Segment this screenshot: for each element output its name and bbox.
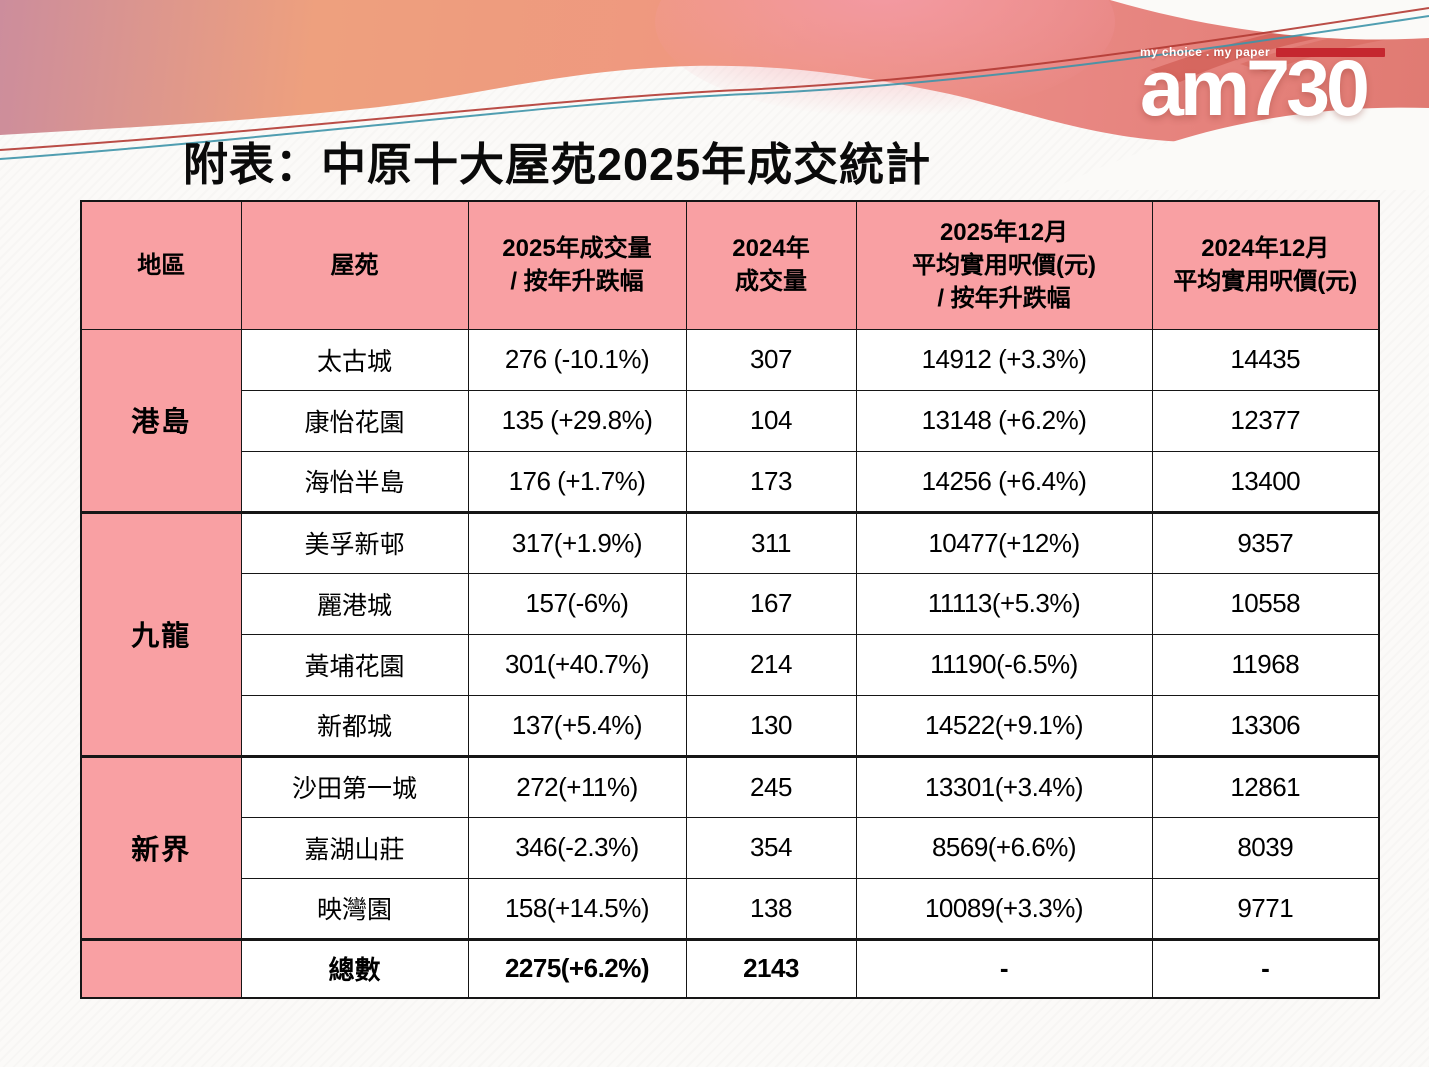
psf-2025-cell: 14522(+9.1%): [855, 694, 1153, 757]
vol-2025-cell: 158(+14.5%): [467, 877, 687, 940]
vol-2024-cell: 130: [685, 694, 857, 757]
vol-2024-cell: 307: [685, 328, 857, 391]
logo-brand-text: am730: [1140, 43, 1370, 132]
psf-2025-cell: 10089(+3.3%): [855, 877, 1153, 940]
vol-2024-cell: 138: [685, 877, 857, 940]
table-row: 新界 沙田第一城 272(+11%) 245 13301(+3.4%) 1286…: [80, 754, 1380, 940]
vol-2025-cell: 137(+5.4%): [467, 694, 687, 757]
psf-2025-cell: 11113(+5.3%): [855, 572, 1153, 635]
table-row: 九龍 美孚新邨 317(+1.9%) 311 10477(+12%) 9357: [80, 510, 1380, 757]
psf-2025-cell: 10477(+12%): [855, 510, 1153, 574]
psf-2024-cell: 11968: [1151, 633, 1380, 696]
table-row: 康怡花園 135 (+29.8%) 104 13148 (+6.2%) 1237…: [81, 389, 1380, 452]
vol-2025-cell: 176 (+1.7%): [467, 450, 687, 513]
psf-2024-cell: 9771: [1151, 877, 1380, 940]
psf-2025-cell: 13148 (+6.2%): [855, 389, 1153, 452]
vol-2024-cell: 214: [685, 633, 857, 696]
table-row: 新都城 137(+5.4%) 130 14522(+9.1%) 13306: [81, 694, 1380, 757]
region-cell-empty: [80, 937, 242, 999]
logo-red-strip: [1276, 47, 1385, 57]
psf-2024-cell: 12861: [1151, 754, 1380, 818]
estate-cell: 沙田第一城: [240, 754, 469, 818]
stats-table: 地區 屋苑 2025年成交量 / 按年升跌幅 2024年 成交量 2025年12…: [80, 200, 1380, 999]
table-row: 映灣園 158(+14.5%) 138 10089(+3.3%) 9771: [81, 877, 1380, 940]
region-cell: 九龍: [80, 510, 242, 757]
col-header-psf-2024: 2024年12月 平均實用呎價(元): [1151, 200, 1380, 330]
estate-cell: 黃埔花園: [240, 633, 469, 696]
estate-cell: 太古城: [240, 328, 469, 391]
estate-cell: 麗港城: [240, 572, 469, 635]
vol-2024-cell: 104: [685, 389, 857, 452]
table-row: 港島 太古城 276 (-10.1%) 307 14912 (+3.3%) 14…: [80, 328, 1380, 513]
vol-2025-cell: 301(+40.7%): [467, 633, 687, 696]
am730-logo: my choice . my paper am730: [1140, 43, 1385, 132]
total-vol-2024-cell: 2143: [685, 937, 857, 999]
psf-2024-cell: 12377: [1151, 389, 1380, 452]
header-row: 地區 屋苑 2025年成交量 / 按年升跌幅 2024年 成交量 2025年12…: [80, 200, 1380, 330]
col-header-vol-2025: 2025年成交量 / 按年升跌幅: [467, 200, 687, 330]
psf-2024-cell: 13306: [1151, 694, 1380, 757]
region-cell: 港島: [80, 328, 242, 513]
vol-2024-cell: 167: [685, 572, 857, 635]
total-label-cell: 總數: [240, 937, 469, 999]
table-row: 麗港城 157(-6%) 167 11113(+5.3%) 10558: [81, 572, 1380, 635]
table-row: 嘉湖山莊 346(-2.3%) 354 8569(+6.6%) 8039: [81, 816, 1380, 879]
table-row: 黃埔花園 301(+40.7%) 214 11190(-6.5%) 11968: [81, 633, 1380, 696]
total-psf-2024-cell: -: [1151, 937, 1380, 999]
psf-2025-cell: 11190(-6.5%): [855, 633, 1153, 696]
estate-cell: 美孚新邨: [240, 510, 469, 574]
page-title: 附表：中原十大屋苑2025年成交統計: [183, 139, 932, 190]
header-wave-decoration: [0, 0, 1429, 190]
estate-cell: 海怡半島: [240, 450, 469, 513]
vol-2024-cell: 311: [685, 510, 857, 574]
vol-2025-cell: 276 (-10.1%): [467, 328, 687, 391]
vol-2025-cell: 135 (+29.8%): [467, 389, 687, 452]
table-row: 海怡半島 176 (+1.7%) 173 14256 (+6.4%) 13400: [81, 450, 1380, 513]
vol-2024-cell: 173: [685, 450, 857, 513]
psf-2024-cell: 9357: [1151, 510, 1380, 574]
total-psf-2025-cell: -: [855, 937, 1153, 999]
vol-2025-cell: 157(-6%): [467, 572, 687, 635]
col-header-vol-2024: 2024年 成交量: [685, 200, 857, 330]
psf-2024-cell: 14435: [1151, 328, 1380, 391]
logo-tagline: my choice . my paper: [1140, 45, 1271, 59]
estate-cell: 映灣園: [240, 877, 469, 940]
vol-2025-cell: 346(-2.3%): [467, 816, 687, 879]
psf-2024-cell: 10558: [1151, 572, 1380, 635]
psf-2025-cell: 13301(+3.4%): [855, 754, 1153, 818]
total-vol-2025-cell: 2275(+6.2%): [467, 937, 687, 999]
total-row: 總數 2275(+6.2%) 2143 - -: [80, 937, 1380, 999]
estate-cell: 康怡花園: [240, 389, 469, 452]
vol-2024-cell: 245: [685, 754, 857, 818]
psf-2025-cell: 14912 (+3.3%): [855, 328, 1153, 391]
vol-2024-cell: 354: [685, 816, 857, 879]
estate-cell: 嘉湖山莊: [240, 816, 469, 879]
psf-2024-cell: 13400: [1151, 450, 1380, 513]
region-cell: 新界: [80, 754, 242, 940]
psf-2025-cell: 8569(+6.6%): [855, 816, 1153, 879]
psf-2025-cell: 14256 (+6.4%): [855, 450, 1153, 513]
vol-2025-cell: 272(+11%): [467, 754, 687, 818]
col-header-region: 地區: [80, 200, 242, 330]
col-header-psf-2025: 2025年12月 平均實用呎價(元) / 按年升跌幅: [855, 200, 1153, 330]
estate-cell: 新都城: [240, 694, 469, 757]
psf-2024-cell: 8039: [1151, 816, 1380, 879]
vol-2025-cell: 317(+1.9%): [467, 510, 687, 574]
col-header-estate: 屋苑: [240, 200, 469, 330]
